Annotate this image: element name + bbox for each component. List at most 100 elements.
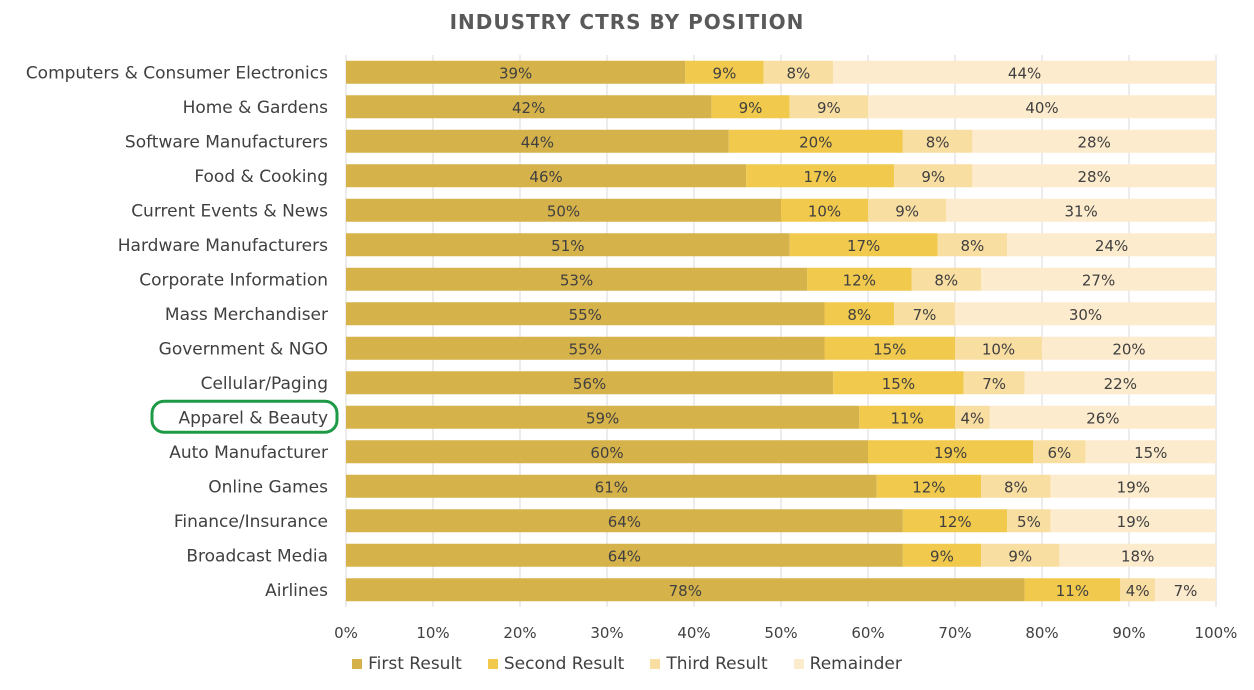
bar-segment	[1024, 371, 1216, 395]
bar-segment	[346, 164, 747, 188]
legend-swatch	[793, 659, 804, 669]
x-tick-label: 10%	[416, 624, 449, 642]
bar-segment	[981, 474, 1051, 498]
x-tick-label: 30%	[590, 624, 623, 642]
category-label: Home & Gardens	[183, 98, 329, 118]
category-label: Auto Manufacturer	[169, 443, 328, 463]
data-label: 12%	[938, 513, 971, 531]
legend-item: Remainder	[793, 654, 902, 674]
bar-segment	[902, 543, 982, 567]
bar-segment	[711, 95, 790, 119]
bar-segment	[894, 164, 973, 188]
bar-segment	[911, 267, 982, 291]
data-label: 51%	[551, 237, 584, 255]
bar-segment	[946, 198, 1216, 222]
data-label: 40%	[1025, 99, 1058, 117]
data-label: 26%	[1086, 409, 1119, 427]
legend-swatch	[487, 659, 498, 669]
data-label: 22%	[1104, 375, 1137, 393]
x-tick-label: 80%	[1025, 624, 1058, 642]
category-label: Airlines	[265, 581, 328, 601]
data-label: 39%	[499, 64, 532, 82]
bar-segment	[1059, 543, 1216, 567]
data-label: 6%	[1048, 444, 1072, 462]
bar-segment	[868, 95, 1216, 119]
bar-segment	[346, 233, 790, 257]
data-label: 9%	[930, 547, 954, 565]
bar-segment	[1007, 233, 1216, 257]
data-label: 28%	[1078, 133, 1111, 151]
data-label: 10%	[982, 340, 1015, 358]
bar-segment	[833, 60, 1216, 84]
data-label: 60%	[590, 444, 623, 462]
data-label: 15%	[873, 340, 906, 358]
category-label: Software Manufacturers	[125, 132, 328, 152]
data-label: 53%	[560, 271, 593, 289]
data-label: 9%	[921, 168, 945, 186]
data-label: 8%	[847, 306, 871, 324]
data-label: 7%	[1174, 582, 1198, 600]
legend-label: Third Result	[666, 654, 768, 674]
bar-segment	[728, 129, 903, 153]
category-label: Food & Cooking	[194, 167, 328, 187]
bar-segment	[346, 129, 729, 153]
data-label: 27%	[1082, 271, 1115, 289]
data-label: 9%	[713, 64, 737, 82]
category-label: Mass Merchandiser	[165, 305, 328, 325]
category-label: Government & NGO	[159, 339, 328, 359]
highlight-layer	[150, 399, 339, 434]
data-label: 24%	[1095, 237, 1128, 255]
bars: 39% 9% 8% 44%42% 9% 9% 40%44% 20% 8% 28%46% 17% 9% 2…	[346, 60, 1216, 602]
bar-segment	[902, 129, 973, 153]
bar-segment	[685, 60, 764, 84]
bar-segment	[346, 60, 686, 84]
x-tick-label: 60%	[851, 624, 884, 642]
data-label: 8%	[926, 133, 950, 151]
category-label: Apparel & Beauty	[178, 408, 328, 428]
bar-segment	[894, 302, 955, 326]
data-label: 55%	[569, 306, 602, 324]
data-label: 15%	[1134, 444, 1167, 462]
bar-segment	[981, 267, 1216, 291]
legend-item: Second Result	[487, 654, 624, 674]
bar-segment	[789, 233, 938, 257]
bar-segment	[346, 336, 825, 360]
bar-segment	[346, 267, 808, 291]
category-label: Corporate Information	[139, 270, 328, 290]
category-label: Computers & Consumer Electronics	[26, 63, 328, 83]
data-label: 20%	[799, 133, 832, 151]
bar-segment	[346, 578, 1025, 602]
bar-segment	[824, 302, 895, 326]
bar-segment	[972, 129, 1216, 153]
x-axis-ticks: 0% 10% 20% 30% 40% 50% 60% 70% 80% 90% 100%	[334, 624, 1237, 642]
legend-label: First Result	[368, 654, 462, 674]
legend-label: Remainder	[809, 654, 902, 674]
data-label: 44%	[1008, 64, 1041, 82]
bar-segment	[1120, 578, 1156, 602]
bar-segment	[963, 371, 1025, 395]
x-tick-label: 70%	[938, 624, 971, 642]
bar-segment	[746, 164, 895, 188]
data-label: 42%	[512, 99, 545, 117]
bar-segment	[859, 405, 955, 429]
data-label: 19%	[1117, 478, 1150, 496]
chart-title: INDUSTRY CTRS BY POSITION	[449, 10, 805, 34]
bar-segment	[789, 95, 868, 119]
bar-segment	[1042, 336, 1216, 360]
bar-segment	[346, 440, 868, 464]
data-label: 17%	[803, 168, 836, 186]
bar-segment	[346, 405, 860, 429]
bar-segment	[1155, 578, 1216, 602]
data-label: 44%	[521, 133, 554, 151]
bar-segment	[876, 474, 982, 498]
category-label: Broadcast Media	[186, 546, 328, 566]
data-label: 8%	[787, 64, 811, 82]
bar-segment	[346, 95, 712, 119]
data-label: 4%	[1126, 582, 1150, 600]
legend-swatch	[650, 659, 661, 669]
data-label: 30%	[1069, 306, 1102, 324]
bar-segment	[346, 474, 877, 498]
bar-segment	[346, 371, 834, 395]
bar-segment	[868, 198, 947, 222]
bar-segment	[937, 233, 1008, 257]
